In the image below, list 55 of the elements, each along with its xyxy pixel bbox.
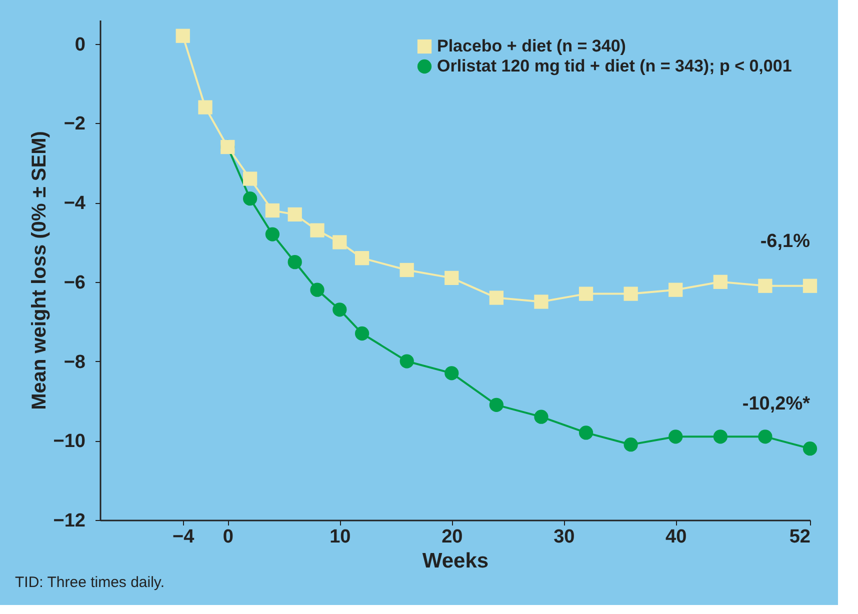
point — [400, 262, 414, 278]
point — [489, 290, 504, 305]
point — [198, 100, 212, 114]
y-tick-label: 0 — [74, 34, 86, 56]
point — [802, 442, 818, 456]
y-tick-label: −12 — [53, 510, 86, 532]
point — [242, 172, 258, 186]
point — [534, 294, 548, 309]
point — [354, 251, 370, 266]
point — [332, 302, 347, 317]
point — [668, 282, 683, 297]
point — [444, 366, 459, 380]
point — [242, 192, 258, 206]
x-axis-title: Weeks — [422, 550, 489, 572]
point — [265, 227, 280, 242]
point — [489, 398, 504, 412]
x-tick-label: 10 — [330, 526, 351, 548]
point — [758, 430, 772, 444]
point — [624, 286, 638, 301]
x-tick-label: 0 — [222, 526, 234, 548]
y-tick-label: −2 — [64, 114, 86, 135]
y-tick-label: −6 — [64, 272, 86, 294]
text: TID: Three times daily. — [15, 574, 164, 591]
point — [444, 270, 459, 286]
x-tick-label: 20 — [442, 526, 463, 548]
point — [400, 354, 414, 368]
point — [758, 278, 772, 293]
y-axis-title: Mean weight loss (0% ± SEM) — [28, 131, 50, 410]
y-tick-label: −8 — [64, 352, 86, 373]
point — [578, 426, 594, 440]
point — [668, 430, 683, 444]
point — [713, 430, 728, 444]
point — [624, 438, 638, 452]
x-tick-label: 30 — [554, 526, 575, 548]
point — [332, 235, 347, 250]
legend-label: Orlistat 120 mg tid + diet (n = 343); p < 0,001 — [437, 56, 792, 76]
point — [176, 28, 190, 43]
y-tick-label: −10 — [53, 431, 86, 452]
point — [310, 282, 324, 297]
x-tick-label: 52 — [789, 526, 810, 548]
legend-label: Placebo + diet (n = 340) — [437, 36, 626, 56]
point — [354, 326, 370, 341]
point — [802, 278, 818, 293]
x-tick-label: −4 — [172, 526, 195, 548]
point — [288, 255, 302, 270]
annotation: -6,1% — [760, 230, 810, 252]
point — [713, 274, 728, 289]
point — [265, 203, 280, 218]
x-tick-label: 40 — [666, 526, 687, 548]
annotation: -10,2%* — [742, 394, 811, 415]
point — [534, 410, 548, 424]
point — [578, 286, 594, 301]
point — [310, 223, 324, 238]
y-tick-label: −4 — [64, 193, 86, 214]
point — [288, 207, 302, 222]
